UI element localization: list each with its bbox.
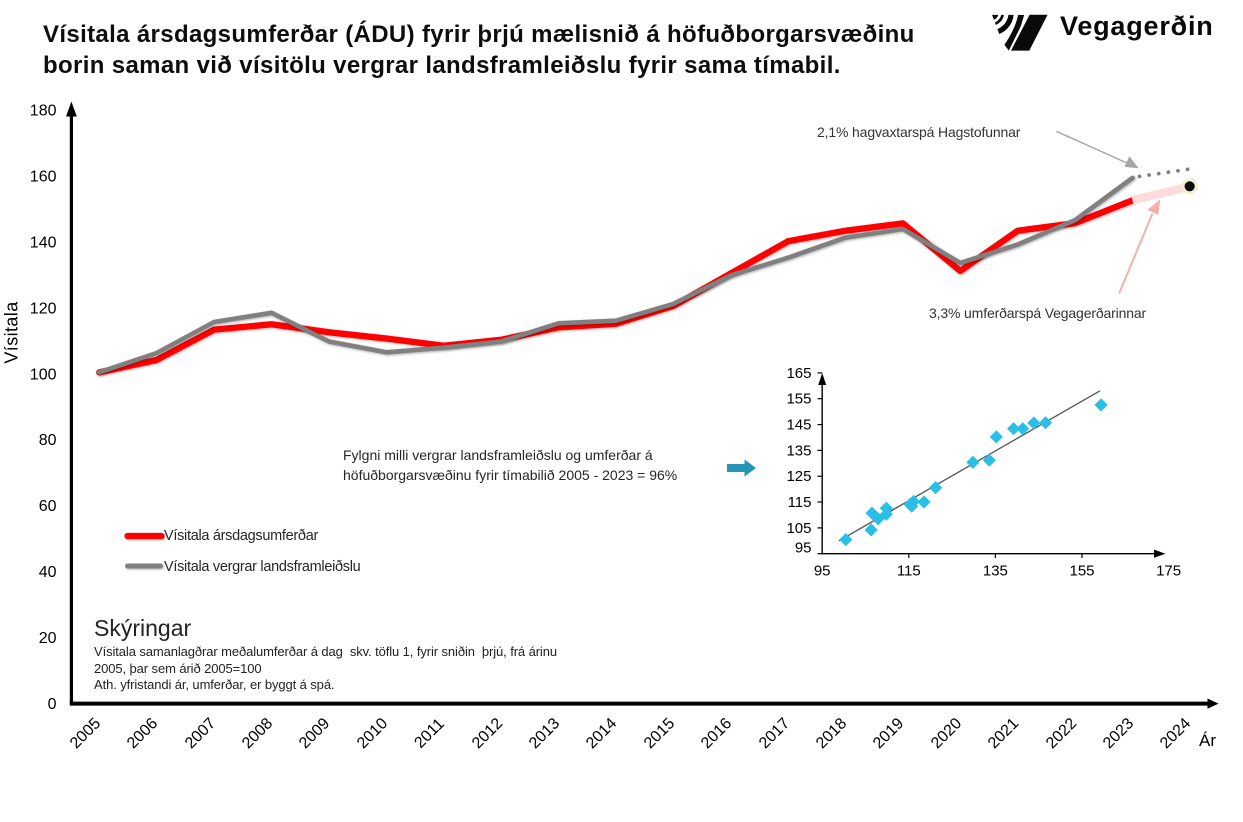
svg-text:100: 100 [30, 366, 57, 383]
svg-text:120: 120 [30, 300, 57, 317]
svg-text:125: 125 [786, 468, 811, 485]
svg-text:135: 135 [983, 563, 1008, 580]
svg-text:160: 160 [30, 168, 57, 185]
svg-text:20: 20 [39, 630, 57, 647]
svg-text:175: 175 [1156, 563, 1181, 580]
svg-text:135: 135 [786, 442, 811, 459]
svg-text:60: 60 [39, 498, 57, 515]
svg-text:40: 40 [39, 564, 57, 581]
svg-text:115: 115 [788, 494, 812, 511]
svg-text:180: 180 [30, 103, 57, 120]
svg-text:0: 0 [48, 696, 57, 713]
svg-text:105: 105 [786, 520, 811, 537]
svg-text:80: 80 [39, 432, 57, 449]
svg-text:155: 155 [1069, 563, 1094, 580]
svg-text:95: 95 [814, 563, 831, 580]
svg-text:145: 145 [786, 417, 811, 434]
svg-text:140: 140 [30, 234, 57, 251]
svg-text:95: 95 [795, 540, 812, 557]
svg-text:165: 165 [786, 365, 811, 382]
svg-text:155: 155 [786, 391, 811, 408]
svg-text:115: 115 [897, 563, 921, 580]
